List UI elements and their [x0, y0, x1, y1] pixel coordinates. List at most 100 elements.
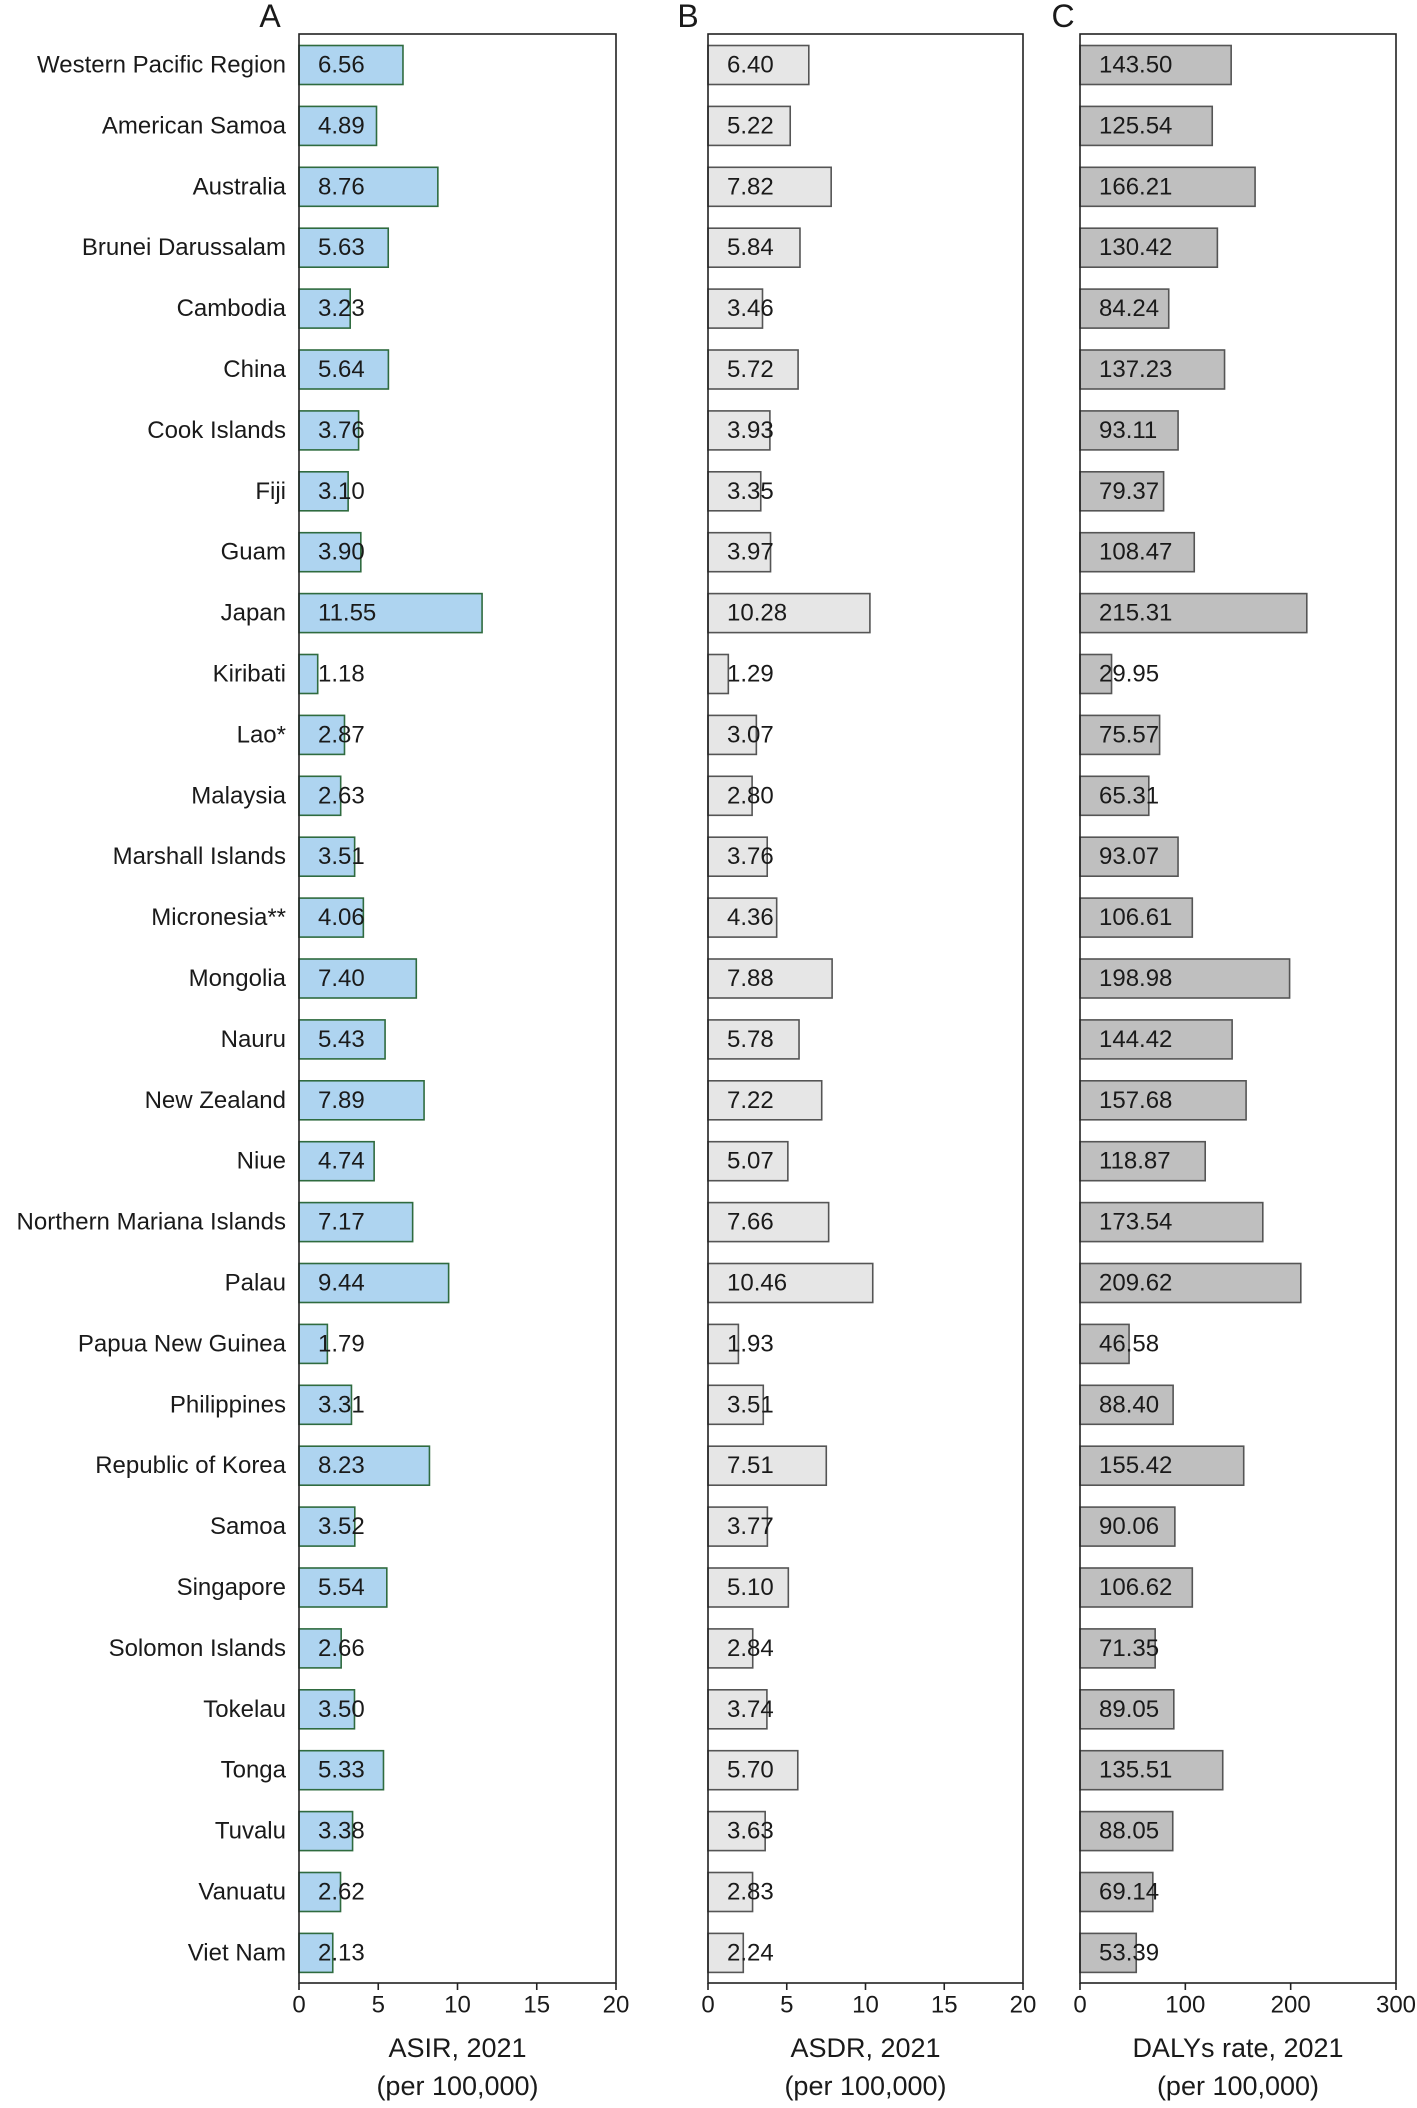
bar — [707, 1689, 768, 1730]
bar — [1079, 897, 1194, 938]
data-label: 5.22 — [727, 112, 774, 139]
bar — [707, 1384, 765, 1426]
category-label: Cook Islands — [147, 417, 286, 444]
data-label: 135.51 — [1099, 1757, 1172, 1784]
data-label: 2.24 — [727, 1939, 774, 1966]
data-label: 53.39 — [1099, 1939, 1159, 1966]
data-label: 3.76 — [727, 843, 774, 870]
category-label: Micronesia** — [151, 904, 286, 931]
data-label: 8.23 — [318, 1452, 365, 1479]
data-label: 7.89 — [318, 1087, 365, 1114]
data-label: 89.05 — [1099, 1696, 1159, 1723]
bar — [298, 1749, 385, 1791]
panel-a: A 6.56 4.89 8.76 5.63 3.23 5.64 3.76 3.10 3.90 11.… — [259, 0, 629, 2101]
bar — [707, 1932, 745, 1974]
category-label: Western Pacific Region — [37, 52, 286, 79]
data-label: 1.93 — [727, 1330, 774, 1357]
data-label: 5.63 — [318, 234, 365, 261]
x-tick-label: 15 — [523, 1992, 550, 2019]
data-label: 166.21 — [1099, 173, 1172, 200]
data-label: 5.43 — [318, 1026, 365, 1053]
x-tick-label: 15 — [931, 1992, 958, 2019]
bar — [707, 1445, 828, 1486]
data-label: 3.63 — [727, 1818, 774, 1845]
bar — [298, 775, 342, 817]
data-label: 84.24 — [1099, 295, 1159, 322]
bar — [707, 288, 764, 329]
data-label: 46.58 — [1099, 1330, 1159, 1357]
data-label: 7.51 — [727, 1452, 774, 1479]
bar — [1079, 1019, 1233, 1060]
data-label: 3.93 — [727, 417, 774, 444]
bar — [1079, 1932, 1138, 1974]
category-label: Tuvalu — [215, 1818, 286, 1845]
data-label: 7.82 — [727, 173, 774, 200]
bar — [298, 958, 418, 999]
x-axis-unit-label: (per 100,000) — [376, 2071, 538, 2101]
data-label: 3.52 — [318, 1513, 365, 1540]
category-label: Brunei Darussalam — [82, 234, 286, 261]
data-label: 144.42 — [1099, 1026, 1172, 1053]
data-label: 4.89 — [318, 112, 365, 139]
data-label: 5.33 — [318, 1757, 365, 1784]
bar — [298, 592, 483, 634]
data-label: 3.51 — [318, 843, 365, 870]
chart-panels: A 6.56 4.89 8.76 5.63 3.23 5.64 3.76 3.10 3.90 11.… — [259, 0, 1416, 2101]
data-label: 90.06 — [1099, 1513, 1159, 1540]
x-tick-label: 20 — [603, 1992, 630, 2019]
data-label: 3.07 — [727, 721, 774, 748]
data-label: 118.87 — [1099, 1148, 1171, 1175]
bar — [707, 227, 801, 268]
data-label: 155.42 — [1099, 1452, 1172, 1479]
category-labels: Western Pacific Region American Samoa Aust… — [17, 52, 287, 1967]
panel-letter: B — [677, 0, 698, 34]
data-label: 2.66 — [318, 1635, 365, 1662]
x-tick-label: 0 — [292, 1992, 305, 2019]
data-label: 79.37 — [1099, 478, 1159, 505]
bar — [298, 1567, 388, 1608]
bar — [707, 1019, 800, 1060]
bar — [298, 1810, 354, 1852]
panel-c: C 143.50 125.54 166.21 130.42 84.24 137.23 93.1… — [1051, 0, 1416, 2101]
bar — [707, 105, 792, 147]
x-axis-label: ASDR, 2021 — [790, 2033, 940, 2063]
bar — [1079, 166, 1256, 208]
panel-b: B 6.40 5.22 7.82 5.84 3.46 5.72 3.93 3.35 3.97 10.… — [677, 0, 1036, 2101]
bar — [1079, 531, 1196, 573]
category-label: Samoa — [210, 1513, 287, 1540]
bar — [1079, 1323, 1130, 1365]
x-tick-label: 200 — [1271, 1992, 1311, 2019]
bar — [707, 1140, 789, 1182]
x-tick-label: 0 — [701, 1992, 714, 2019]
data-label: 71.35 — [1099, 1635, 1159, 1662]
bar — [298, 836, 356, 878]
bar — [298, 1932, 334, 1974]
data-label: 69.14 — [1099, 1879, 1159, 1906]
category-label: American Samoa — [102, 112, 287, 139]
bar — [298, 1871, 342, 1913]
bar — [1079, 714, 1161, 756]
data-label: 5.78 — [727, 1026, 774, 1053]
data-label: 3.10 — [318, 478, 365, 505]
data-label: 5.07 — [727, 1148, 774, 1175]
data-label: 4.36 — [727, 904, 774, 931]
bar — [707, 897, 778, 938]
data-label: 1.18 — [318, 661, 365, 688]
data-label: 93.11 — [1099, 417, 1157, 444]
data-label: 3.90 — [318, 539, 365, 566]
category-label: Kiribati — [213, 661, 286, 688]
category-label: Marshall Islands — [113, 843, 286, 870]
data-label: 125.54 — [1099, 112, 1172, 139]
data-label: 3.35 — [727, 478, 774, 505]
bar — [298, 1384, 353, 1426]
bar — [1079, 1140, 1207, 1182]
bar — [298, 105, 378, 147]
x-axis-unit-label: (per 100,000) — [784, 2071, 946, 2101]
data-label: 5.70 — [727, 1757, 774, 1784]
category-label: Australia — [193, 173, 287, 200]
x-axis-unit-label: (per 100,000) — [1157, 2071, 1319, 2101]
bar — [298, 410, 360, 451]
data-label: 2.84 — [727, 1635, 774, 1662]
category-label: Malaysia — [191, 782, 286, 809]
bar — [1079, 470, 1165, 512]
